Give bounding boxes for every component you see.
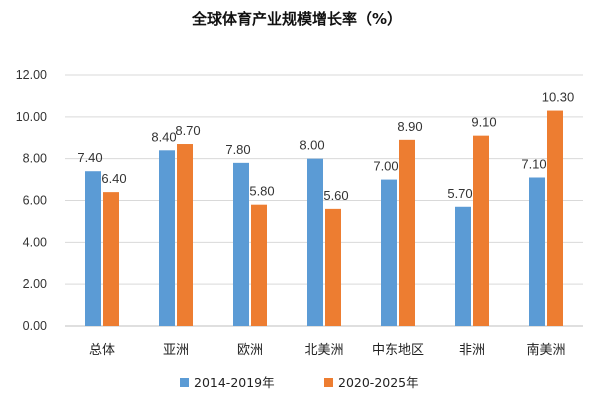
bars <box>85 110 563 326</box>
bar-series2 <box>177 144 193 326</box>
bar-series1 <box>233 162 249 326</box>
category-label: 北美洲 <box>304 343 343 358</box>
y-tick-label: 0.00 <box>23 319 47 333</box>
data-label: 8.70 <box>175 123 200 138</box>
category-label: 南美洲 <box>526 342 565 358</box>
y-axis-ticks: 0.00 2.00 4.00 6.00 8.00 10.00 12.00 <box>16 68 47 333</box>
data-label: 7.10 <box>521 156 546 171</box>
y-tick-label: 2.00 <box>23 277 47 291</box>
bar-series1 <box>159 150 175 326</box>
bar-series1 <box>455 206 471 326</box>
legend: 2014-2019年 2020-2025年 <box>180 375 419 390</box>
data-label: 9.10 <box>471 115 496 130</box>
legend-label: 2020-2025年 <box>338 375 419 390</box>
chart-title: 全球体育产业规模增长率（%） <box>191 10 402 28</box>
x-axis-categories: 总体 亚洲 欧洲 北美洲 中东地区 非洲 南美洲 <box>89 342 566 358</box>
gridlines <box>65 74 583 327</box>
category-label: 总体 <box>89 343 115 358</box>
y-tick-label: 12.00 <box>16 68 47 82</box>
data-label: 8.90 <box>397 119 422 134</box>
data-labels: 7.40 6.40 8.408.70 7.80 5.80 8.00 5.60 7.00 8.90… <box>77 90 574 203</box>
data-label: 6.40 <box>101 171 126 186</box>
bar-series1 <box>381 179 397 326</box>
bar-series2 <box>473 135 489 326</box>
data-label: 10.30 <box>542 90 575 105</box>
bar-series2 <box>399 139 415 326</box>
category-label: 中东地区 <box>372 343 424 358</box>
y-tick-label: 4.00 <box>23 235 47 249</box>
data-label: 8.40 <box>151 129 176 144</box>
bar-series1 <box>529 177 545 326</box>
y-tick-label: 10.00 <box>16 110 47 124</box>
data-label: 5.80 <box>249 184 274 199</box>
legend-label: 2014-2019年 <box>194 375 275 390</box>
category-label: 欧洲 <box>237 343 263 358</box>
bar-series2 <box>547 110 563 326</box>
data-label: 8.00 <box>299 138 324 153</box>
y-tick-label: 6.00 <box>23 194 47 208</box>
bar-series1 <box>307 158 323 326</box>
category-label: 亚洲 <box>163 343 189 358</box>
bar-series2 <box>251 204 267 326</box>
bar-series1 <box>85 171 101 326</box>
data-label: 7.40 <box>77 150 102 165</box>
y-tick-label: 8.00 <box>23 152 47 166</box>
category-label: 非洲 <box>459 343 485 358</box>
bar-series2 <box>103 192 119 326</box>
legend-swatch <box>324 378 333 387</box>
data-label: 7.80 <box>225 142 250 157</box>
data-label: 5.60 <box>323 188 348 203</box>
bar-series2 <box>325 208 341 326</box>
legend-swatch <box>180 378 189 387</box>
data-label: 7.00 <box>373 159 398 174</box>
data-label: 5.70 <box>447 186 472 201</box>
